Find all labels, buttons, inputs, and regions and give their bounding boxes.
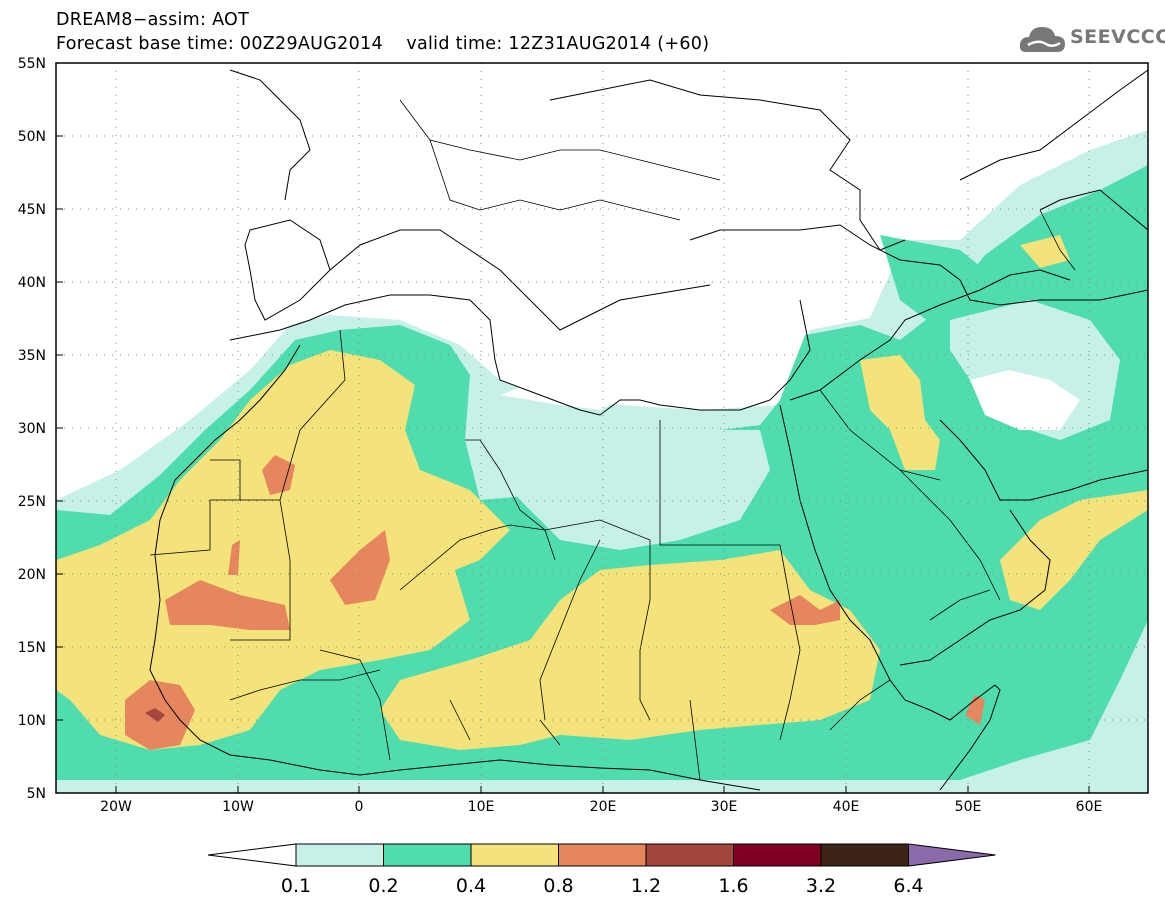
lat-label: 20N — [18, 567, 46, 583]
country-borders — [149, 99, 1076, 781]
colorbar-swatch — [295, 843, 384, 867]
colorbar-swatch — [645, 843, 734, 867]
colorbar-swatch — [820, 843, 909, 867]
colorbar-under-arrow — [207, 843, 297, 867]
logo-text: SEEVCCC — [1070, 26, 1165, 48]
colorbar-label: 1.2 — [631, 875, 661, 897]
colorbar-swatch — [733, 843, 822, 867]
colorbar-label: 0.8 — [543, 875, 573, 897]
lon-label: 40E — [833, 799, 860, 815]
lon-label: 30E — [711, 799, 738, 815]
colorbar-label: 1.6 — [718, 875, 748, 897]
lat-label: 40N — [18, 275, 46, 291]
coastlines-borders — [149, 69, 1148, 791]
cloud-icon — [1019, 27, 1065, 52]
colorbar: 0.1 0.2 0.4 0.8 1.2 1.6 3.2 6.4 — [207, 843, 996, 897]
colorbar-label: 0.4 — [456, 875, 486, 897]
lat-label: 50N — [18, 129, 46, 145]
colorbar-swatch — [383, 843, 472, 867]
colorbar-label: 6.4 — [893, 875, 923, 897]
lat-label: 10N — [18, 713, 46, 729]
lat-label: 25N — [18, 494, 46, 510]
graticule — [56, 63, 1148, 793]
aot-level-0.4 — [56, 235, 1148, 750]
map-title-line1: DREAM8−assim: AOT — [56, 10, 250, 30]
map-title-line2: Forecast base time: 00Z29AUG2014 valid t… — [56, 34, 710, 54]
lon-label: 20E — [590, 799, 617, 815]
colorbar-over-arrow — [908, 843, 996, 867]
lat-label: 15N — [18, 640, 46, 656]
colorbar-label: 0.1 — [281, 875, 311, 897]
lat-labels: 55N 50N 45N 40N 35N 30N 25N 20N 15N 10N … — [18, 56, 46, 802]
colorbar-swatch — [470, 843, 559, 867]
lat-label: 55N — [18, 56, 46, 72]
lon-label: 10E — [468, 799, 495, 815]
lon-labels: 20W 10W 0 10E 20E 30E 40E 50E 60E — [100, 799, 1102, 815]
lon-label: 60E — [1076, 799, 1103, 815]
lon-label: 10W — [222, 799, 254, 815]
lon-label: 20W — [100, 799, 132, 815]
lat-label: 35N — [18, 348, 46, 364]
seevccc-logo: SEEVCCC — [1018, 22, 1165, 58]
lat-label: 45N — [18, 202, 46, 218]
aot-below-0.1 — [500, 370, 1080, 430]
colorbar-swatch — [558, 843, 647, 867]
colorbar-label: 0.2 — [368, 875, 398, 897]
aot-level-1.2 — [145, 708, 165, 722]
aot-field — [56, 63, 1148, 793]
colorbar-label: 3.2 — [806, 875, 836, 897]
lat-label: 30N — [18, 421, 46, 437]
lon-label: 50E — [955, 799, 982, 815]
axis-ticks — [56, 135, 1090, 793]
lat-label: 5N — [27, 786, 46, 802]
lon-label: 0 — [355, 799, 364, 815]
